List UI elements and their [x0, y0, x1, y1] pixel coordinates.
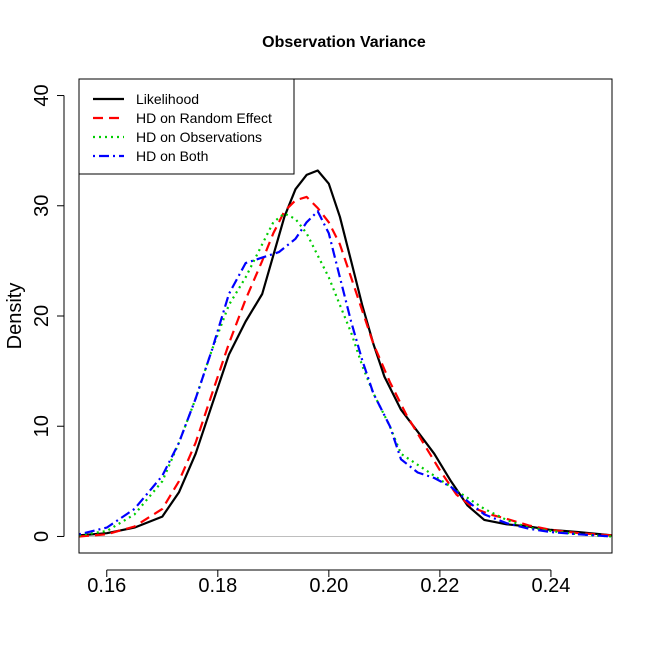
legend-label-3: HD on Observations: [136, 129, 262, 145]
y-tick-label: 30: [31, 195, 53, 217]
y-axis-label: Density: [4, 283, 26, 350]
x-tick-label: 0.18: [198, 575, 237, 597]
series-line-4: [78, 210, 613, 538]
legend: Likelihood HD on Random Effect HD on Obser…: [78, 78, 295, 175]
y-tick-label: 20: [31, 305, 53, 327]
series-line-1: [78, 169, 613, 537]
y-tick-label: 10: [31, 415, 53, 437]
series-line-2: [78, 195, 613, 538]
legend-label-2: HD on Random Effect: [136, 110, 272, 126]
legend-box: [78, 78, 295, 175]
plot-frame: [78, 78, 613, 554]
chart-title: Observation Variance: [262, 34, 426, 51]
legend-label-4: HD on Both: [136, 148, 208, 164]
legend-label-1: Likelihood: [136, 91, 199, 107]
x-tick-label: 0.24: [531, 575, 570, 597]
y-tick-label: 0: [31, 531, 53, 542]
y-tick-label: 40: [31, 84, 53, 106]
plot-area: [78, 169, 613, 538]
x-tick-label: 0.20: [309, 575, 348, 597]
x-tick-label: 0.16: [87, 575, 126, 597]
x-tick-label: 0.22: [420, 575, 459, 597]
